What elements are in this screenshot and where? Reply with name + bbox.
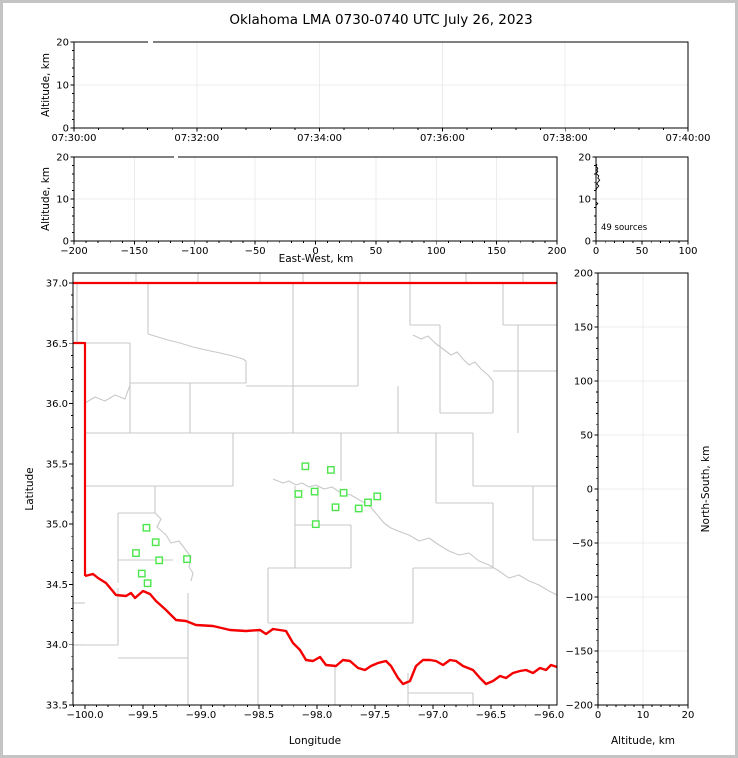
map-xlabel: Longitude xyxy=(288,735,342,747)
x-tick-label: 200 xyxy=(547,246,566,257)
x-tick-label: −50 xyxy=(245,246,266,257)
y-tick-label: 0 xyxy=(585,237,591,248)
y-tick-label: −100 xyxy=(566,593,593,604)
x-tick-label: 07:36:00 xyxy=(420,133,465,144)
y-tick-label: 33.5 xyxy=(46,701,68,712)
county-boundary xyxy=(272,478,399,532)
time-panel-ylabel: Altitude, km xyxy=(40,52,52,118)
x-tick-label: −97.0 xyxy=(418,710,449,721)
y-tick-label: 10 xyxy=(56,195,69,206)
county-boundary xyxy=(412,334,494,382)
x-tick-label: −99.0 xyxy=(186,710,217,721)
x-tick-label: −96.0 xyxy=(534,710,565,721)
y-tick-label: −200 xyxy=(566,701,593,712)
y-tick-label: 34.5 xyxy=(46,580,68,591)
y-tick-label: 36.5 xyxy=(46,339,68,350)
y-tick-label: 35.5 xyxy=(46,459,68,470)
ns-panel-ylabel: North-South, km xyxy=(700,445,712,533)
y-tick-label: 150 xyxy=(574,323,593,334)
x-tick-label: 07:30:00 xyxy=(52,133,97,144)
x-tick-label: −100.0 xyxy=(66,710,103,721)
lma-station-marker xyxy=(294,490,303,498)
panel-map xyxy=(72,272,558,706)
lma-station-marker xyxy=(132,549,140,557)
ew-panel-ylabel: Altitude, km xyxy=(40,166,52,232)
lma-station-marker xyxy=(155,556,164,565)
y-tick-label: 0 xyxy=(63,124,69,135)
map-layer xyxy=(73,273,557,705)
lma-station-marker xyxy=(310,487,319,496)
x-tick-label: 20 xyxy=(682,710,695,721)
y-tick-label: 100 xyxy=(574,377,593,388)
lma-station-marker xyxy=(331,503,340,512)
x-tick-label: 07:32:00 xyxy=(174,133,219,144)
x-tick-label: −98.0 xyxy=(302,710,333,721)
ew-panel-xlabel: East-West, km xyxy=(278,253,354,265)
y-tick-label: 0 xyxy=(63,237,69,248)
y-tick-label: 20 xyxy=(56,38,69,49)
state-border-red-river xyxy=(84,572,557,686)
y-tick-label: 200 xyxy=(574,269,593,280)
y-tick-label: 34.0 xyxy=(46,640,68,651)
x-tick-label: 0 xyxy=(312,246,318,257)
lma-station-marker xyxy=(142,523,151,532)
x-tick-label: −150 xyxy=(121,246,148,257)
edge-mark xyxy=(174,156,178,159)
lma-station-marker xyxy=(339,488,348,497)
x-tick-label: 07:34:00 xyxy=(297,133,342,144)
y-tick-label: 10 xyxy=(56,81,69,92)
y-tick-label: 20 xyxy=(578,153,591,164)
x-tick-label: −200 xyxy=(60,246,87,257)
source-count-annotation: 49 sources xyxy=(601,223,648,233)
lma-station-marker xyxy=(311,520,320,529)
x-tick-label: 07:40:00 xyxy=(666,133,711,144)
county-boundary xyxy=(147,333,247,362)
lma-station-marker xyxy=(326,465,335,474)
y-tick-label: 0 xyxy=(587,485,593,496)
y-tick-label: 10 xyxy=(578,195,591,206)
y-tick-label: 35.0 xyxy=(46,520,68,531)
x-tick-label: 100 xyxy=(427,246,446,257)
y-tick-label: 36.0 xyxy=(46,399,68,410)
lma-station-marker xyxy=(183,555,191,564)
lma-station-marker xyxy=(364,498,372,507)
x-tick-label: 50 xyxy=(370,246,383,257)
y-tick-label: −50 xyxy=(572,539,593,550)
x-tick-label: 10 xyxy=(637,710,650,721)
x-tick-label: 100 xyxy=(678,246,697,257)
ns-panel-xlabel: Altitude, km xyxy=(610,735,676,747)
county-boundary xyxy=(84,384,131,404)
y-tick-label: −150 xyxy=(566,647,593,658)
y-tick-label: 20 xyxy=(56,153,69,164)
state-border xyxy=(73,341,87,576)
x-tick-label: 150 xyxy=(487,246,506,257)
lma-station-marker xyxy=(373,492,382,501)
lma-station-marker xyxy=(354,504,363,513)
x-tick-label: 0 xyxy=(593,246,599,257)
lma-station-marker xyxy=(151,538,160,547)
county-boundary xyxy=(154,512,194,582)
x-tick-label: −97.5 xyxy=(360,710,391,721)
x-tick-label: −100 xyxy=(181,246,208,257)
lma-station-marker xyxy=(143,579,152,588)
x-tick-label: −99.5 xyxy=(128,710,159,721)
x-tick-label: 50 xyxy=(636,246,649,257)
figure-title: Oklahoma LMA 0730-0740 UTC July 26, 2023 xyxy=(229,12,533,28)
lma-station-marker xyxy=(301,462,310,471)
lma-station-marker xyxy=(137,569,146,578)
county-boundary xyxy=(397,530,557,596)
map-ylabel: Latitude xyxy=(24,467,36,511)
x-tick-label: 07:38:00 xyxy=(543,133,588,144)
edge-mark xyxy=(148,41,153,44)
x-tick-label: −96.5 xyxy=(476,710,507,721)
y-tick-label: 37.0 xyxy=(46,279,68,290)
x-tick-label: 0 xyxy=(595,710,601,721)
y-tick-label: 50 xyxy=(580,431,593,442)
x-tick-label: −98.5 xyxy=(244,710,275,721)
